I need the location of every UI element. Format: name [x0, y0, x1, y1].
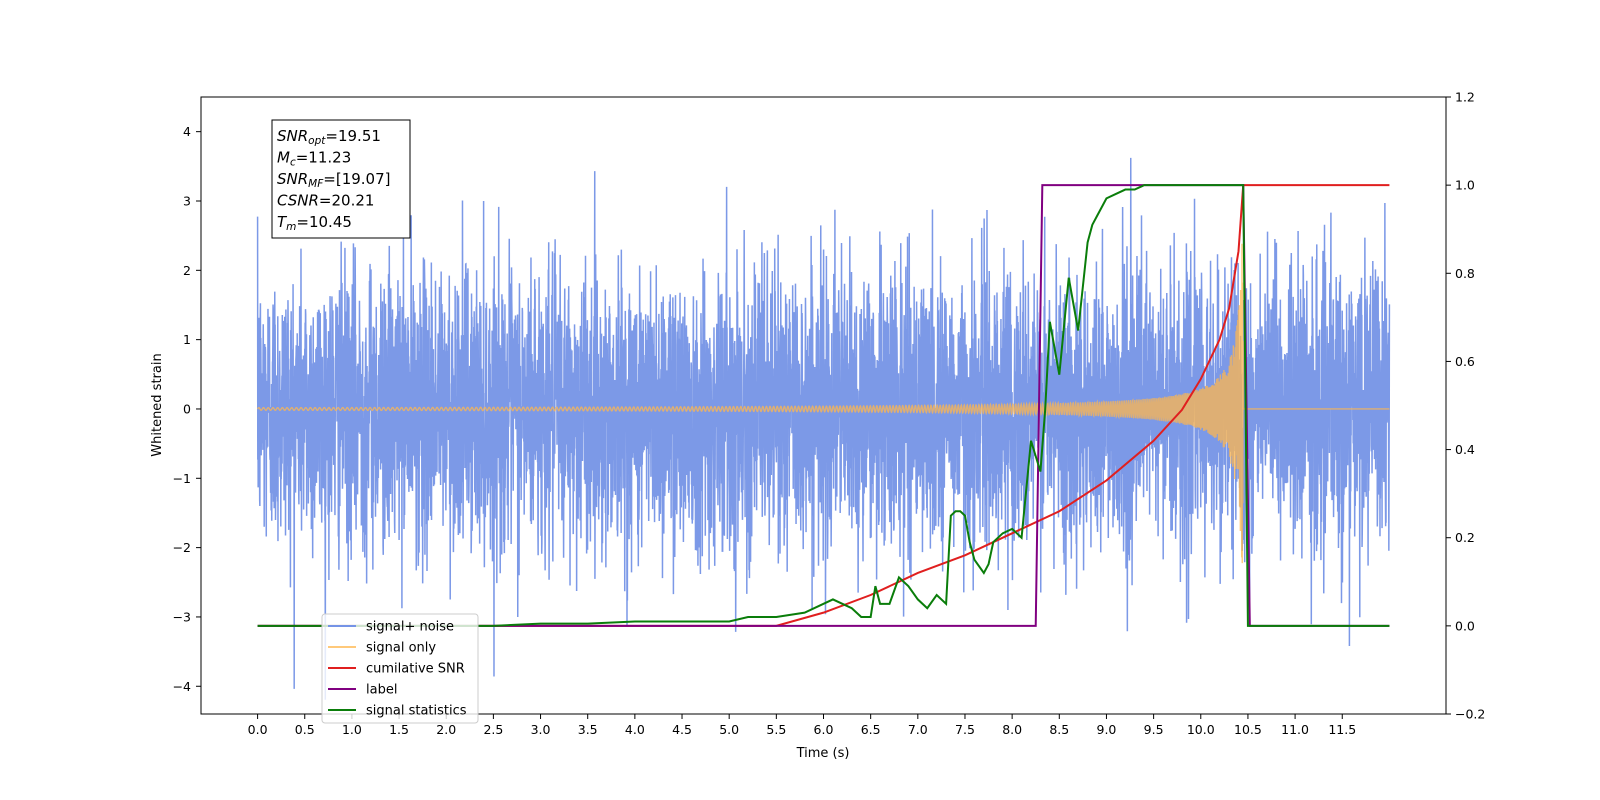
x-axis-label: Time (s)	[796, 746, 850, 761]
annotation-line: Tm=10.45	[277, 213, 352, 233]
x-tick-label: 0.0	[248, 722, 268, 737]
x-tick-label: 2.5	[483, 722, 503, 737]
y-right-tick-label: −0.2	[1455, 707, 1485, 722]
y-tick-label: −3	[173, 609, 191, 624]
y-right-tick-label: 1.2	[1455, 90, 1475, 105]
x-tick-label: 4.5	[672, 722, 692, 737]
legend-entry: cumilative SNR	[366, 662, 465, 677]
x-tick-label: 7.0	[908, 722, 928, 737]
y-tick-label: 3	[183, 193, 191, 208]
legend-entry: signal only	[366, 641, 436, 656]
x-tick-label: 0.5	[295, 722, 315, 737]
x-tick-label: 9.0	[1097, 722, 1117, 737]
x-tick-label: 4.0	[625, 722, 645, 737]
y-tick-label: 2	[183, 263, 191, 278]
x-tick-label: 6.5	[861, 722, 881, 737]
y-right-tick-label: 0.0	[1455, 618, 1475, 633]
y-tick-label: −1	[173, 471, 191, 486]
y-right-tick-label: 0.6	[1455, 354, 1475, 369]
series-cumilative-snr-line	[257, 184, 1390, 627]
x-tick-label: 3.5	[578, 722, 598, 737]
annotation-line: SNRopt=19.51	[277, 127, 381, 147]
y-tick-label: 0	[183, 401, 191, 416]
annotation-line: Mc=11.23	[277, 149, 351, 169]
x-tick-label: 3.0	[531, 722, 551, 737]
y-right-tick-label: 0.8	[1455, 266, 1475, 281]
x-tick-label: 8.0	[1002, 722, 1022, 737]
annotation-line: SNRMF=[19.07]	[277, 170, 391, 190]
y-tick-label: −2	[173, 540, 191, 555]
y-right-tick-label: 0.4	[1455, 442, 1475, 457]
x-tick-label: 5.5	[766, 722, 786, 737]
y-axis-label: Whitened strain	[150, 353, 165, 456]
y-tick-label: −4	[173, 679, 191, 694]
annotation-line: CSNR=20.21	[277, 192, 374, 210]
series-signal-statistics-line	[257, 184, 1390, 627]
series-signal-noise-line	[256, 157, 1391, 700]
x-tick-label: 10.0	[1187, 722, 1215, 737]
series-signal-only-line	[256, 243, 1390, 564]
y-tick-label: 1	[183, 332, 191, 347]
x-tick-label: 1.5	[389, 722, 409, 737]
x-tick-label: 5.0	[719, 722, 739, 737]
annotation-box-frame	[271, 119, 411, 239]
legend-entry: label	[366, 683, 397, 698]
y-right-tick-label: 0.2	[1455, 530, 1475, 545]
legend-entry: signal statistics	[366, 704, 467, 719]
legend: signal+ noise signal only cumilative SNR la…	[321, 613, 479, 724]
axes-ticks: 0.0 0.5 1.0 1.5 2.0 2.5 3.0 3.5 4.0 4.5 5.0 5.5 6.0 6…	[173, 90, 1486, 738]
x-tick-label: 1.0	[342, 722, 362, 737]
plot-area	[256, 157, 1391, 700]
x-tick-label: 7.5	[955, 722, 975, 737]
y-right-tick-label: 1.0	[1455, 178, 1475, 193]
y-tick-label: 4	[183, 124, 191, 139]
x-tick-label: 8.5	[1049, 722, 1069, 737]
x-tick-label: 9.5	[1144, 722, 1164, 737]
legend-frame	[321, 613, 479, 724]
legend-entry: signal+ noise	[366, 620, 454, 635]
x-tick-label: 11.5	[1328, 722, 1356, 737]
x-tick-label: 6.0	[814, 722, 834, 737]
x-tick-label: 11.0	[1281, 722, 1309, 737]
x-tick-label: 10.5	[1234, 722, 1262, 737]
x-tick-label: 2.0	[436, 722, 456, 737]
